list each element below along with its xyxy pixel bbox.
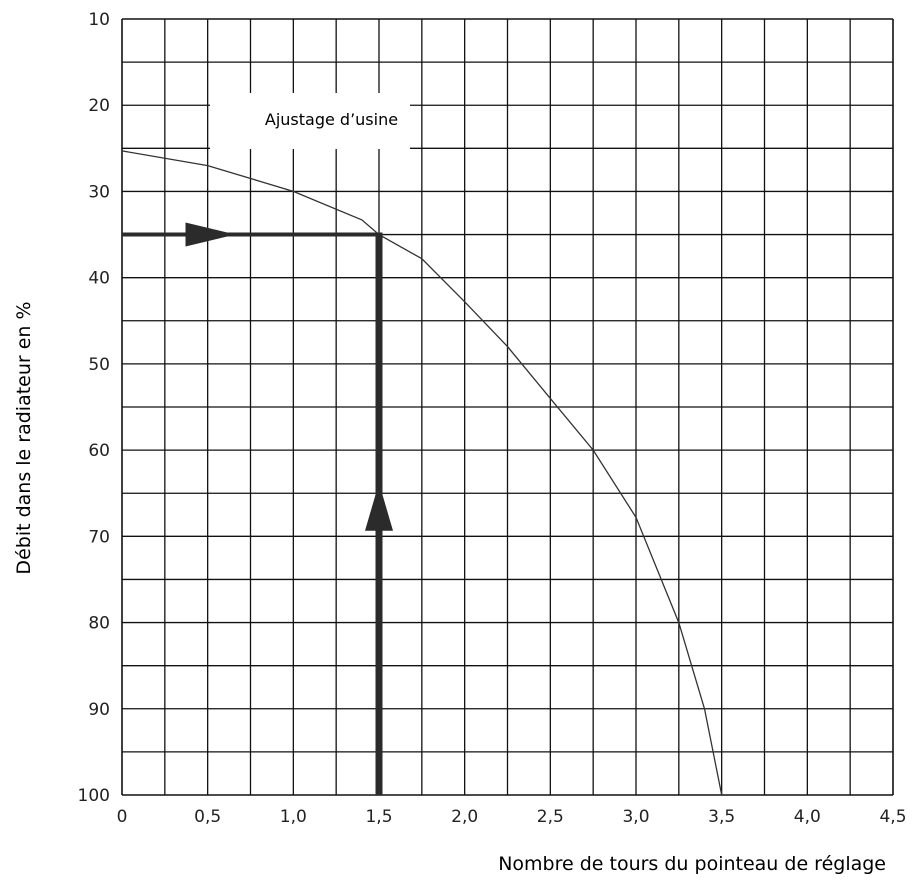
- x-tick-label: 2,5: [537, 807, 564, 827]
- x-axis-label: Nombre de tours du pointeau de réglage: [498, 853, 886, 875]
- y-tick-label: 40: [88, 269, 110, 289]
- y-tick-label: 10: [88, 10, 110, 30]
- y-tick-label: 70: [88, 527, 110, 547]
- x-tick-label: 1,5: [365, 807, 392, 827]
- y-tick-label: 20: [88, 96, 110, 116]
- y-tick-label: 90: [88, 700, 110, 720]
- annotation-label-background: [210, 93, 410, 149]
- x-tick-label: 3,5: [708, 807, 735, 827]
- x-tick-labels: 0 0,5 1,0 1,5 2,0 2,5 3,0 3,5 4,0 4,5: [117, 807, 907, 827]
- y-tick-label: 60: [88, 441, 110, 461]
- y-tick-label: 50: [88, 355, 110, 375]
- y-tick-label: 100: [78, 786, 110, 806]
- x-tick-label: 2,0: [451, 807, 478, 827]
- series-line: [121, 150, 723, 796]
- x-tick-label: 0,5: [194, 807, 221, 827]
- x-tick-label: 1,0: [280, 807, 307, 827]
- y-axis-label: Débit dans le radiateur en %: [13, 301, 35, 574]
- x-tick-label: 4,5: [879, 807, 906, 827]
- x-tick-label: 4,0: [794, 807, 821, 827]
- annotation-label: Ajustage d’usine: [265, 110, 398, 129]
- y-tick-label: 30: [88, 182, 110, 202]
- y-tick-labels: 10 20 30 40 50 60 70 80 90 100: [78, 10, 110, 806]
- x-tick-label: 0: [117, 807, 128, 827]
- right-arrow-icon: [185, 222, 236, 247]
- x-tick-label: 3,0: [622, 807, 649, 827]
- y-tick-label: 80: [88, 614, 110, 634]
- up-arrow-icon: [365, 482, 393, 531]
